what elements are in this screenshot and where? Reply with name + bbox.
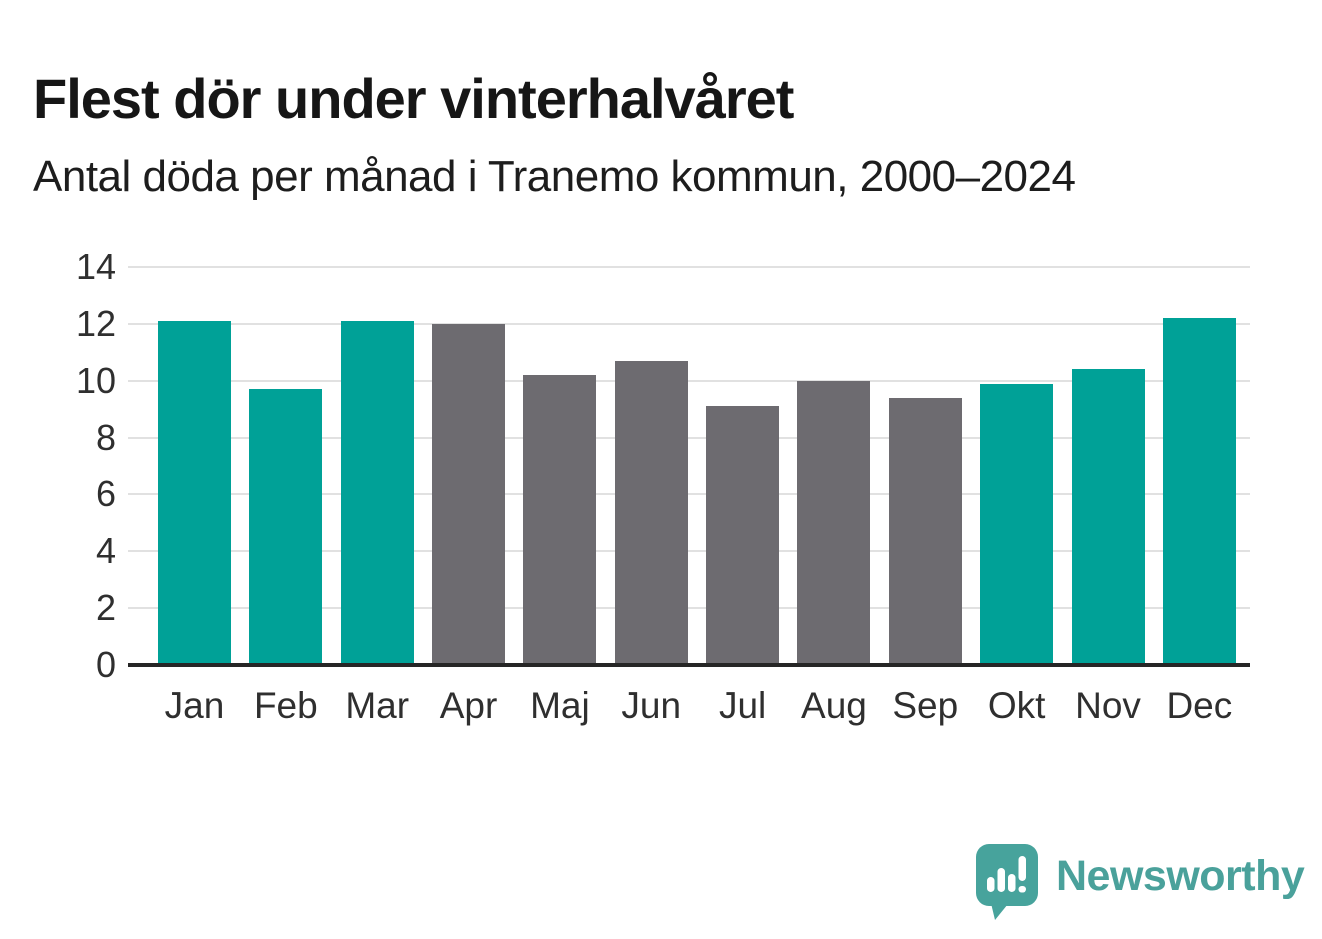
x-axis-tick-label: Sep bbox=[892, 685, 959, 726]
x-axis-tick-label: Apr bbox=[439, 685, 498, 726]
gridline-4 bbox=[128, 550, 1250, 553]
y-axis-tick-label: 8 bbox=[95, 416, 116, 458]
gridline-14 bbox=[128, 266, 1250, 268]
x-axis-tick-label: Feb bbox=[253, 685, 318, 726]
gridline-2 bbox=[128, 607, 1250, 610]
bar-mar bbox=[340, 321, 414, 665]
chart-subtitle: Antal döda per månad i Tranemo kommun, 2… bbox=[33, 152, 1076, 201]
bar-sep bbox=[888, 397, 962, 665]
gridline-8 bbox=[128, 436, 1250, 439]
newsworthy-logo-text: Newsworthy bbox=[1056, 852, 1305, 900]
newsworthy-logo: Newsworthy bbox=[975, 843, 1305, 921]
y-axis-tick-label: 10 bbox=[75, 359, 116, 401]
x-axis-tick-label: Jul bbox=[718, 685, 767, 726]
page-title: Flest dör under vinterhalvåret bbox=[33, 66, 794, 130]
x-axis-tick-label: Dec bbox=[1166, 685, 1233, 726]
bar-nov bbox=[1071, 369, 1145, 665]
bar-aug bbox=[797, 380, 871, 665]
gridline-6 bbox=[128, 493, 1250, 496]
y-axis-tick-label: 4 bbox=[95, 530, 116, 572]
bar-dec bbox=[1162, 318, 1236, 665]
x-axis-tick-label: Maj bbox=[530, 685, 590, 726]
gridline-12 bbox=[128, 322, 1250, 325]
bar-okt bbox=[980, 383, 1054, 665]
x-axis-tick-label: Jan bbox=[164, 685, 225, 726]
gridline-10 bbox=[128, 379, 1250, 382]
bar-jul bbox=[706, 406, 780, 665]
bar-jan bbox=[158, 321, 231, 665]
bar-feb bbox=[249, 389, 323, 665]
x-axis-tick-label: Aug bbox=[801, 685, 867, 726]
x-axis-tick-label: Nov bbox=[1075, 685, 1141, 726]
bar-maj bbox=[523, 375, 597, 665]
bar-apr bbox=[432, 323, 506, 665]
y-axis-tick-label: 14 bbox=[75, 246, 116, 287]
x-axis-tick-label: Mar bbox=[345, 685, 410, 726]
speech-bubble-chart-icon bbox=[976, 844, 1038, 920]
y-axis-tick-label: 6 bbox=[95, 473, 116, 515]
y-axis-tick-label: 0 bbox=[95, 644, 116, 685]
x-axis-tick-label: Jun bbox=[621, 685, 682, 726]
y-axis-tick-label: 2 bbox=[95, 587, 116, 629]
x-axis-line bbox=[128, 663, 1250, 667]
y-axis-tick-label: 12 bbox=[75, 302, 116, 344]
x-axis-tick-label: Okt bbox=[987, 685, 1046, 726]
bar-jun bbox=[614, 360, 688, 665]
